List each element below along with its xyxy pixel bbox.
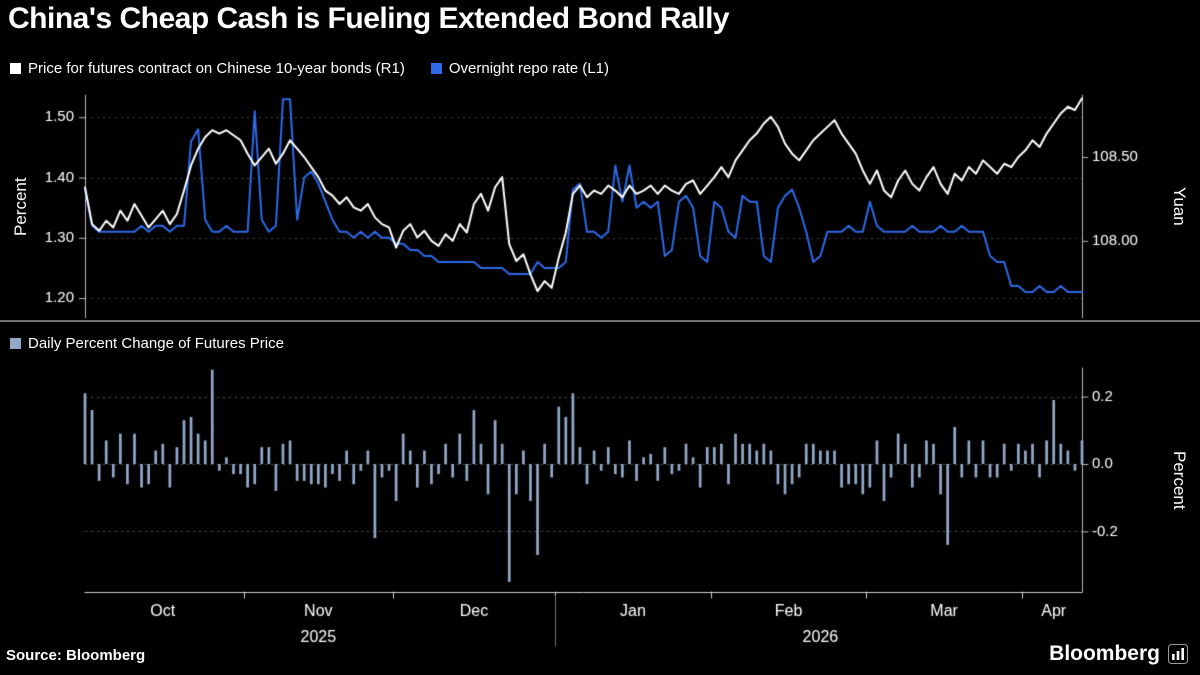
axis-title-percent-right: Percent — [1170, 450, 1189, 510]
source-label: Source: Bloomberg — [6, 647, 146, 664]
page-title: China's Cheap Cash is Fueling Extended B… — [8, 2, 730, 35]
futures-price-swatch-icon — [10, 63, 21, 74]
legend-item-repo-rate: Overnight repo rate (L1) — [430, 60, 609, 77]
axis-title-yuan-right: Yuan — [1170, 187, 1189, 226]
legend-item-daily-change: Daily Percent Change of Futures Price — [10, 335, 284, 352]
legend-bottom: Daily Percent Change of Futures Price — [10, 335, 284, 352]
legend-label-futures-price: Price for futures contract on Chinese 10… — [28, 60, 405, 77]
bloomberg-logo-icon — [1168, 644, 1188, 664]
legend-label-daily-change: Daily Percent Change of Futures Price — [28, 335, 284, 352]
legend-top: Price for futures contract on Chinese 10… — [10, 60, 609, 77]
legend-item-futures-price: Price for futures contract on Chinese 10… — [10, 60, 405, 77]
bloomberg-wordmark: Bloomberg — [1049, 642, 1160, 665]
repo-rate-swatch-icon — [430, 63, 442, 74]
panel-divider — [0, 320, 1200, 322]
bloomberg-logo: Bloomberg — [1049, 642, 1188, 666]
legend-label-repo-rate: Overnight repo rate (L1) — [448, 60, 609, 77]
daily-change-swatch-icon — [10, 338, 21, 349]
axis-title-percent-left: Percent — [11, 177, 30, 236]
